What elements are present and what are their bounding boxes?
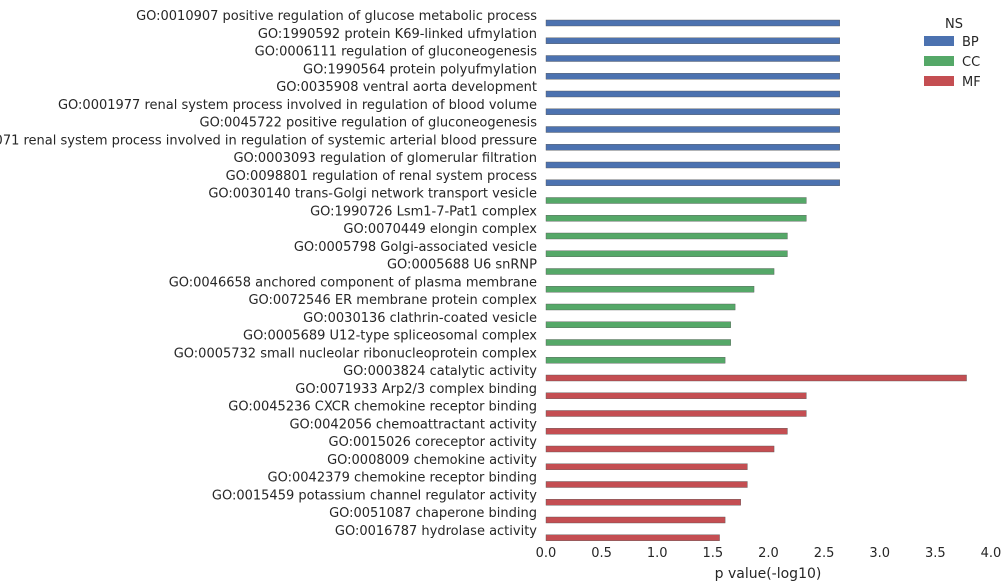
category-label: GO:0010907 positive regulation of glucos… bbox=[136, 9, 537, 24]
bar bbox=[545, 250, 788, 257]
x-tick-label: 2.0 bbox=[758, 546, 779, 561]
bar bbox=[545, 19, 840, 27]
bar bbox=[545, 108, 840, 115]
bar bbox=[545, 286, 755, 293]
legend-swatch bbox=[924, 36, 954, 46]
category-labels: GO:0010907 positive regulation of glucos… bbox=[0, 9, 537, 539]
x-tick-label: 1.0 bbox=[647, 546, 668, 561]
bar bbox=[545, 303, 736, 311]
x-tick-label: 3.0 bbox=[869, 546, 890, 561]
bar bbox=[545, 144, 840, 151]
bar bbox=[545, 268, 775, 275]
legend: NS BP CC MF bbox=[924, 17, 981, 90]
category-label: GO:0005732 small nucleolar ribonucleopro… bbox=[174, 346, 538, 361]
bar bbox=[545, 161, 840, 169]
category-label: GO:0005688 U6 snRNP bbox=[387, 258, 537, 273]
category-label: GO:0046658 anchored component of plasma … bbox=[169, 275, 537, 290]
category-label: GO:0045722 positive regulation of glucon… bbox=[200, 116, 538, 131]
category-label: GO:0005798 Golgi-associated vesicle bbox=[294, 240, 537, 255]
legend-title: NS bbox=[945, 17, 963, 32]
legend-swatch bbox=[924, 76, 954, 86]
category-label: GO:0008009 chemokine activity bbox=[327, 453, 537, 468]
bar bbox=[545, 481, 748, 488]
category-label: GO:0003093 regulation of glomerular filt… bbox=[233, 151, 537, 166]
bar bbox=[545, 37, 840, 44]
category-label: GO:1990726 Lsm1-7-Pat1 complex bbox=[310, 204, 537, 219]
bar bbox=[545, 197, 807, 204]
bar bbox=[545, 339, 731, 346]
legend-label: BP bbox=[962, 35, 979, 50]
bar bbox=[545, 374, 967, 382]
x-tick-label: 2.5 bbox=[814, 546, 835, 561]
x-axis-ticks: 0.0 0.5 1.0 1.5 2.0 2.5 3.0 3.5 4.0 bbox=[536, 546, 1002, 561]
category-label: GO:1990564 protein polyufmylation bbox=[303, 62, 537, 77]
category-label: GO:0005689 U12-type spliceosomal complex bbox=[243, 329, 537, 344]
category-label: GO:0030136 clathrin-coated vesicle bbox=[303, 311, 537, 326]
x-axis-label: p value(-log10) bbox=[715, 566, 822, 582]
category-label: GO:0051087 chaperone binding bbox=[329, 506, 537, 521]
category-label: GO:0030140 trans-Golgi network transport… bbox=[208, 187, 537, 202]
bar bbox=[545, 445, 775, 453]
category-label: GO:0003071 renal system process involved… bbox=[0, 133, 537, 148]
category-label: GO:0098801 regulation of renal system pr… bbox=[226, 169, 538, 184]
category-label: GO:0001977 renal system process involved… bbox=[58, 98, 537, 113]
category-label: GO:0045236 CXCR chemokine receptor bindi… bbox=[228, 400, 537, 415]
legend-label: CC bbox=[962, 55, 980, 70]
bar bbox=[545, 463, 748, 470]
bar bbox=[545, 232, 788, 240]
bar bbox=[545, 534, 720, 541]
category-label: GO:0015026 coreceptor activity bbox=[329, 435, 538, 450]
category-label: GO:0042379 chemokine receptor binding bbox=[268, 471, 537, 486]
bar bbox=[545, 410, 807, 417]
category-label: GO:0071933 Arp2/3 complex binding bbox=[295, 382, 537, 397]
category-label: GO:0035908 ventral aorta development bbox=[276, 80, 537, 95]
category-label: GO:1990592 protein K69-linked ufmylation bbox=[258, 27, 537, 42]
x-tick-label: 3.5 bbox=[925, 546, 946, 561]
legend-label: MF bbox=[962, 75, 981, 90]
bar bbox=[545, 126, 840, 133]
bar bbox=[545, 392, 807, 399]
x-tick-label: 1.5 bbox=[703, 546, 724, 561]
x-tick-label: 4.0 bbox=[981, 546, 1002, 561]
bars-layer bbox=[545, 19, 967, 541]
bar bbox=[545, 499, 741, 506]
bar bbox=[545, 179, 840, 186]
x-tick-label: 0.0 bbox=[536, 546, 557, 561]
category-label: GO:0015459 potassium channel regulator a… bbox=[212, 488, 537, 503]
category-label: GO:0003824 catalytic activity bbox=[343, 364, 537, 379]
category-label: GO:0070449 elongin complex bbox=[343, 222, 537, 237]
bar bbox=[545, 73, 840, 80]
bar bbox=[545, 215, 807, 222]
bar bbox=[545, 516, 726, 524]
category-label: GO:0042056 chemoattractant activity bbox=[289, 417, 537, 432]
bar bbox=[545, 321, 731, 328]
bar bbox=[545, 357, 726, 364]
category-label: GO:0016787 hydrolase activity bbox=[335, 524, 537, 539]
bar bbox=[545, 55, 840, 62]
bar bbox=[545, 90, 840, 98]
bar bbox=[545, 428, 788, 435]
category-label: GO:0072546 ER membrane protein complex bbox=[248, 293, 537, 308]
x-tick-label: 0.5 bbox=[591, 546, 612, 561]
legend-swatch bbox=[924, 56, 954, 66]
category-label: GO:0006111 regulation of gluconeogenesis bbox=[255, 45, 538, 60]
